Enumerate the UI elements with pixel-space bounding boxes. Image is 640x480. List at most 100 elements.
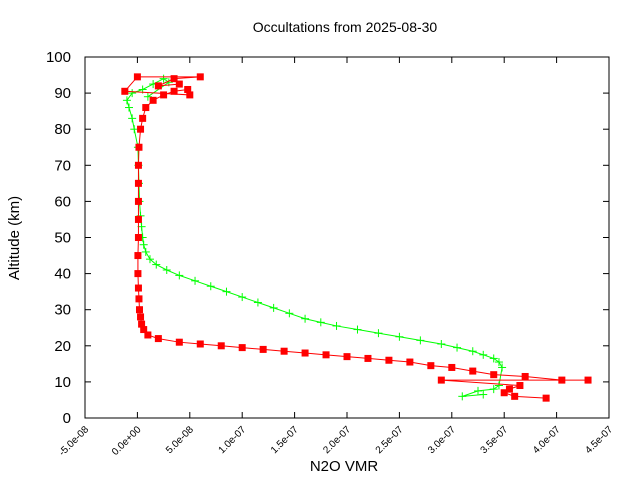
y-tick-label: 10: [54, 374, 71, 391]
data-point: [364, 354, 372, 362]
data-point: [137, 125, 145, 133]
data-point: [500, 389, 508, 397]
data-point: [175, 338, 183, 346]
data-point: [154, 335, 162, 343]
y-tick-label: 40: [54, 266, 71, 283]
data-point: [469, 367, 477, 375]
data-point: [138, 320, 146, 328]
data-point: [134, 284, 142, 292]
y-tick-label: 30: [54, 302, 71, 319]
data-point: [416, 336, 425, 345]
data-point: [458, 392, 467, 401]
data-point: [144, 331, 152, 339]
data-point: [427, 362, 435, 370]
data-point: [134, 161, 142, 169]
data-point: [498, 363, 507, 372]
data-point: [196, 73, 204, 81]
x-tick-label: 0.0e+00: [110, 424, 144, 458]
y-tick-label: 0: [63, 410, 71, 427]
data-point: [301, 349, 309, 357]
chart-title: Occultations from 2025-08-30: [253, 19, 438, 35]
data-point: [490, 371, 498, 379]
y-tick-label: 70: [54, 157, 71, 174]
data-point: [222, 287, 231, 296]
data-point: [285, 309, 294, 318]
data-point: [196, 340, 204, 348]
data-point: [479, 350, 488, 359]
data-point: [186, 91, 194, 99]
data-point: [191, 276, 200, 285]
y-tick-label: 60: [54, 193, 71, 210]
data-point: [139, 240, 148, 249]
y-tick-label: 20: [54, 338, 71, 355]
data-point: [135, 306, 143, 314]
data-point: [175, 271, 184, 280]
x-tick-label: 4.0e-07: [531, 424, 563, 456]
data-point: [448, 363, 456, 371]
data-point: [142, 104, 150, 112]
data-point: [206, 282, 215, 291]
data-point: [453, 343, 462, 352]
data-point: [584, 376, 592, 384]
x-tick-label: 4.5e-07: [583, 424, 615, 456]
y-tick-label: 90: [54, 85, 71, 102]
data-point: [269, 303, 278, 312]
data-point: [145, 255, 154, 264]
data-point: [238, 344, 246, 352]
x-tick-label: 1.0e-07: [217, 424, 249, 456]
data-point: [141, 247, 150, 256]
data-point: [374, 329, 383, 338]
series-line-green: [126, 78, 503, 397]
series-line-red: [123, 76, 589, 399]
data-point: [154, 82, 162, 90]
data-point: [134, 252, 142, 260]
data-point: [259, 345, 267, 353]
x-axis-label: N2O VMR: [310, 458, 379, 475]
data-point: [130, 125, 139, 134]
data-point: [122, 96, 131, 105]
data-point: [170, 75, 178, 83]
data-point: [159, 74, 168, 83]
y-axis: 0 10 20 30 40 50 60 70 80 90 100: [46, 49, 609, 427]
data-point: [128, 114, 137, 123]
data-point: [134, 234, 142, 241]
x-tick-label: -5.0e-08: [57, 424, 91, 458]
data-point: [494, 381, 503, 390]
data-point: [121, 87, 129, 95]
x-tick-label: 2.0e-07: [321, 424, 353, 456]
x-tick-label: 2.5e-07: [374, 424, 406, 456]
x-tick-label: 3.5e-07: [479, 424, 511, 456]
data-point: [134, 215, 142, 223]
data-point: [134, 270, 142, 278]
data-point: [135, 295, 143, 303]
data-point: [139, 114, 147, 122]
data-point: [238, 293, 247, 302]
data-point: [505, 385, 513, 393]
data-point: [385, 356, 393, 364]
data-layer: [121, 73, 592, 402]
y-axis-label: Altitude (km): [6, 196, 23, 280]
data-point: [128, 89, 137, 98]
y-tick-label: 80: [54, 121, 71, 138]
data-point: [437, 376, 445, 384]
data-point: [542, 394, 550, 402]
data-point: [160, 91, 168, 99]
data-point: [125, 103, 134, 112]
data-point: [489, 385, 498, 394]
data-point: [479, 390, 488, 399]
data-point: [133, 73, 141, 81]
data-point: [406, 358, 414, 366]
plot-frame: [84, 56, 610, 419]
data-point: [558, 376, 566, 384]
x-tick-label: 1.5e-07: [269, 424, 301, 456]
data-point: [149, 96, 157, 104]
data-point: [516, 382, 524, 390]
data-point: [343, 353, 351, 361]
data-point: [162, 265, 171, 274]
x-tick-label: 3.0e-07: [426, 424, 458, 456]
data-point: [437, 339, 446, 348]
data-point: [175, 80, 183, 88]
data-point: [332, 321, 341, 330]
data-point: [170, 87, 178, 95]
data-point: [468, 347, 477, 356]
